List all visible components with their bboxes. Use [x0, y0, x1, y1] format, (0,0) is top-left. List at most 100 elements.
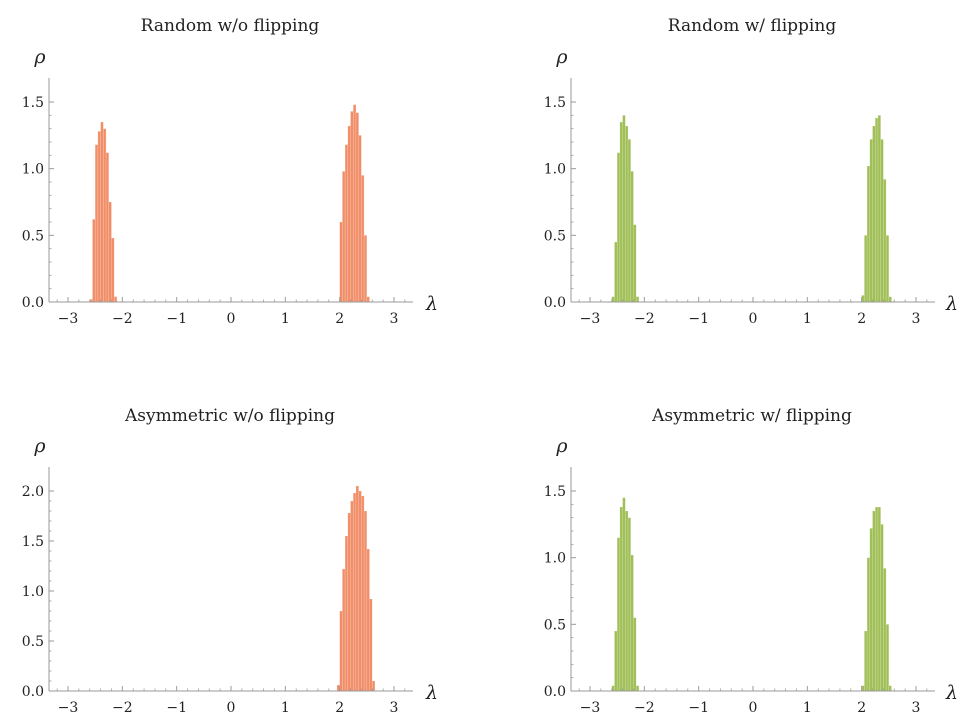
x-tick-label: −3 — [580, 700, 601, 716]
x-tick-label: 3 — [912, 700, 921, 716]
x-tick-label: −3 — [58, 700, 79, 716]
x-tick-label: 0 — [749, 311, 758, 327]
x-tick-labels: −3 −2 −1 0 1 2 3 — [58, 311, 399, 327]
x-tick-label: 3 — [390, 311, 399, 327]
histogram-bar — [630, 171, 634, 303]
x-tick-labels: −3 −2 −1 0 1 2 3 — [58, 700, 399, 716]
histogram-bar — [111, 237, 115, 303]
histogram-bar — [350, 500, 354, 692]
histogram-bar — [366, 548, 370, 692]
y-axis-label: ρ — [555, 46, 568, 68]
x-tick-label: 2 — [857, 311, 866, 327]
x-tick-label: 2 — [857, 700, 866, 716]
x-tick-label: −3 — [58, 311, 79, 327]
x-tick-label: 1 — [281, 700, 290, 716]
axes-group — [48, 78, 413, 303]
histogram-bar — [339, 610, 343, 692]
histogram-bar — [885, 235, 890, 303]
x-tick-label: −3 — [580, 311, 601, 327]
histogram-bar — [361, 495, 365, 692]
y-tick-labels: 0.0 0.5 1.0 1.5 — [22, 95, 44, 311]
histogram-bar — [622, 497, 626, 692]
histogram-bar — [627, 517, 632, 692]
x-tick-label: −2 — [112, 700, 133, 716]
y-tick-label: 0.0 — [544, 684, 566, 700]
histogram-bar — [344, 144, 349, 303]
y-tick-label: 0.0 — [544, 295, 566, 311]
histogram-bar — [635, 296, 640, 303]
histogram-bar — [611, 296, 615, 303]
histogram-bar — [369, 598, 373, 692]
panel-asymmetric-with-flipping: Asymmetric w/ flipping ρ λ −3 −2 −1 0 1 … — [544, 406, 958, 716]
x-tick-label: 1 — [803, 700, 812, 716]
histogram-bar — [866, 165, 871, 303]
panel-random-without-flipping: Random w/o flipping ρ λ −3 −2 −1 0 1 2 3… — [22, 16, 438, 327]
x-tick-label: −2 — [634, 700, 655, 716]
histogram-bar — [614, 630, 618, 692]
histogram-bar — [874, 506, 879, 692]
x-axis-label: λ — [425, 682, 438, 704]
x-tick-labels: −3 −2 −1 0 1 2 3 — [580, 311, 921, 327]
histogram-bar — [347, 125, 351, 303]
histogram-bar — [352, 104, 357, 303]
histogram-bar — [874, 117, 879, 303]
bars-group — [611, 115, 892, 303]
histogram-bar — [883, 179, 887, 303]
histogram-bar — [361, 175, 365, 303]
x-tick-label: 1 — [281, 311, 290, 327]
y-tick-label: 1.5 — [22, 534, 44, 550]
histogram-bar — [866, 557, 871, 692]
histogram-bar — [880, 524, 884, 692]
x-tick-label: 0 — [749, 700, 758, 716]
x-tick-label: −2 — [634, 311, 655, 327]
histogram-bar — [342, 171, 346, 303]
histogram-bar — [869, 528, 873, 692]
x-tick-label: −2 — [112, 311, 133, 327]
histogram-bar — [339, 221, 343, 303]
histogram-bar — [627, 139, 632, 303]
histogram-bar — [625, 510, 629, 692]
histogram-bar — [92, 219, 96, 303]
histogram-bar — [883, 568, 887, 692]
y-tick-label: 0.5 — [544, 228, 566, 244]
y-tick-label: 1.0 — [544, 162, 566, 178]
histogram-bar — [100, 121, 104, 303]
histogram-bar — [880, 139, 884, 303]
histogram-bar — [630, 554, 634, 692]
histogram-bar — [872, 125, 876, 303]
x-tick-label: 2 — [335, 311, 344, 327]
histogram-bar — [358, 490, 362, 692]
panel-title: Asymmetric w/ flipping — [651, 406, 852, 426]
y-axis-label: ρ — [555, 435, 568, 457]
y-tick-label: 0.5 — [544, 617, 566, 633]
histogram-bar — [616, 537, 621, 692]
panel-title: Random w/o flipping — [141, 16, 320, 36]
histogram-bar — [342, 568, 346, 692]
x-axis-label: λ — [945, 682, 958, 704]
histogram-bar — [97, 131, 101, 303]
histogram-bar — [363, 510, 368, 692]
y-tick-label: 1.0 — [544, 551, 566, 567]
histogram-bar — [885, 624, 890, 692]
y-tick-label: 1.5 — [544, 95, 566, 111]
y-tick-label: 1.5 — [22, 95, 44, 111]
histogram-bar — [619, 121, 623, 303]
y-tick-label: 1.5 — [544, 484, 566, 500]
x-tick-label: 3 — [912, 311, 921, 327]
x-tick-label: 0 — [227, 311, 236, 327]
histogram-bar — [103, 128, 107, 303]
panel-title: Asymmetric w/o flipping — [124, 406, 335, 426]
x-tick-label: 0 — [227, 700, 236, 716]
y-tick-label: 0.5 — [22, 634, 44, 650]
histogram-bar — [366, 296, 370, 303]
histogram-bar — [869, 139, 873, 303]
y-tick-labels: 0.0 0.5 1.0 1.5 — [544, 95, 566, 311]
x-tick-label: 2 — [335, 700, 344, 716]
histogram-bar — [633, 224, 637, 303]
histogram-bar — [622, 115, 626, 303]
histogram-bar — [94, 144, 99, 303]
histogram-bar — [358, 135, 362, 303]
histogram-bar — [864, 235, 868, 303]
histogram-bar — [872, 510, 876, 692]
